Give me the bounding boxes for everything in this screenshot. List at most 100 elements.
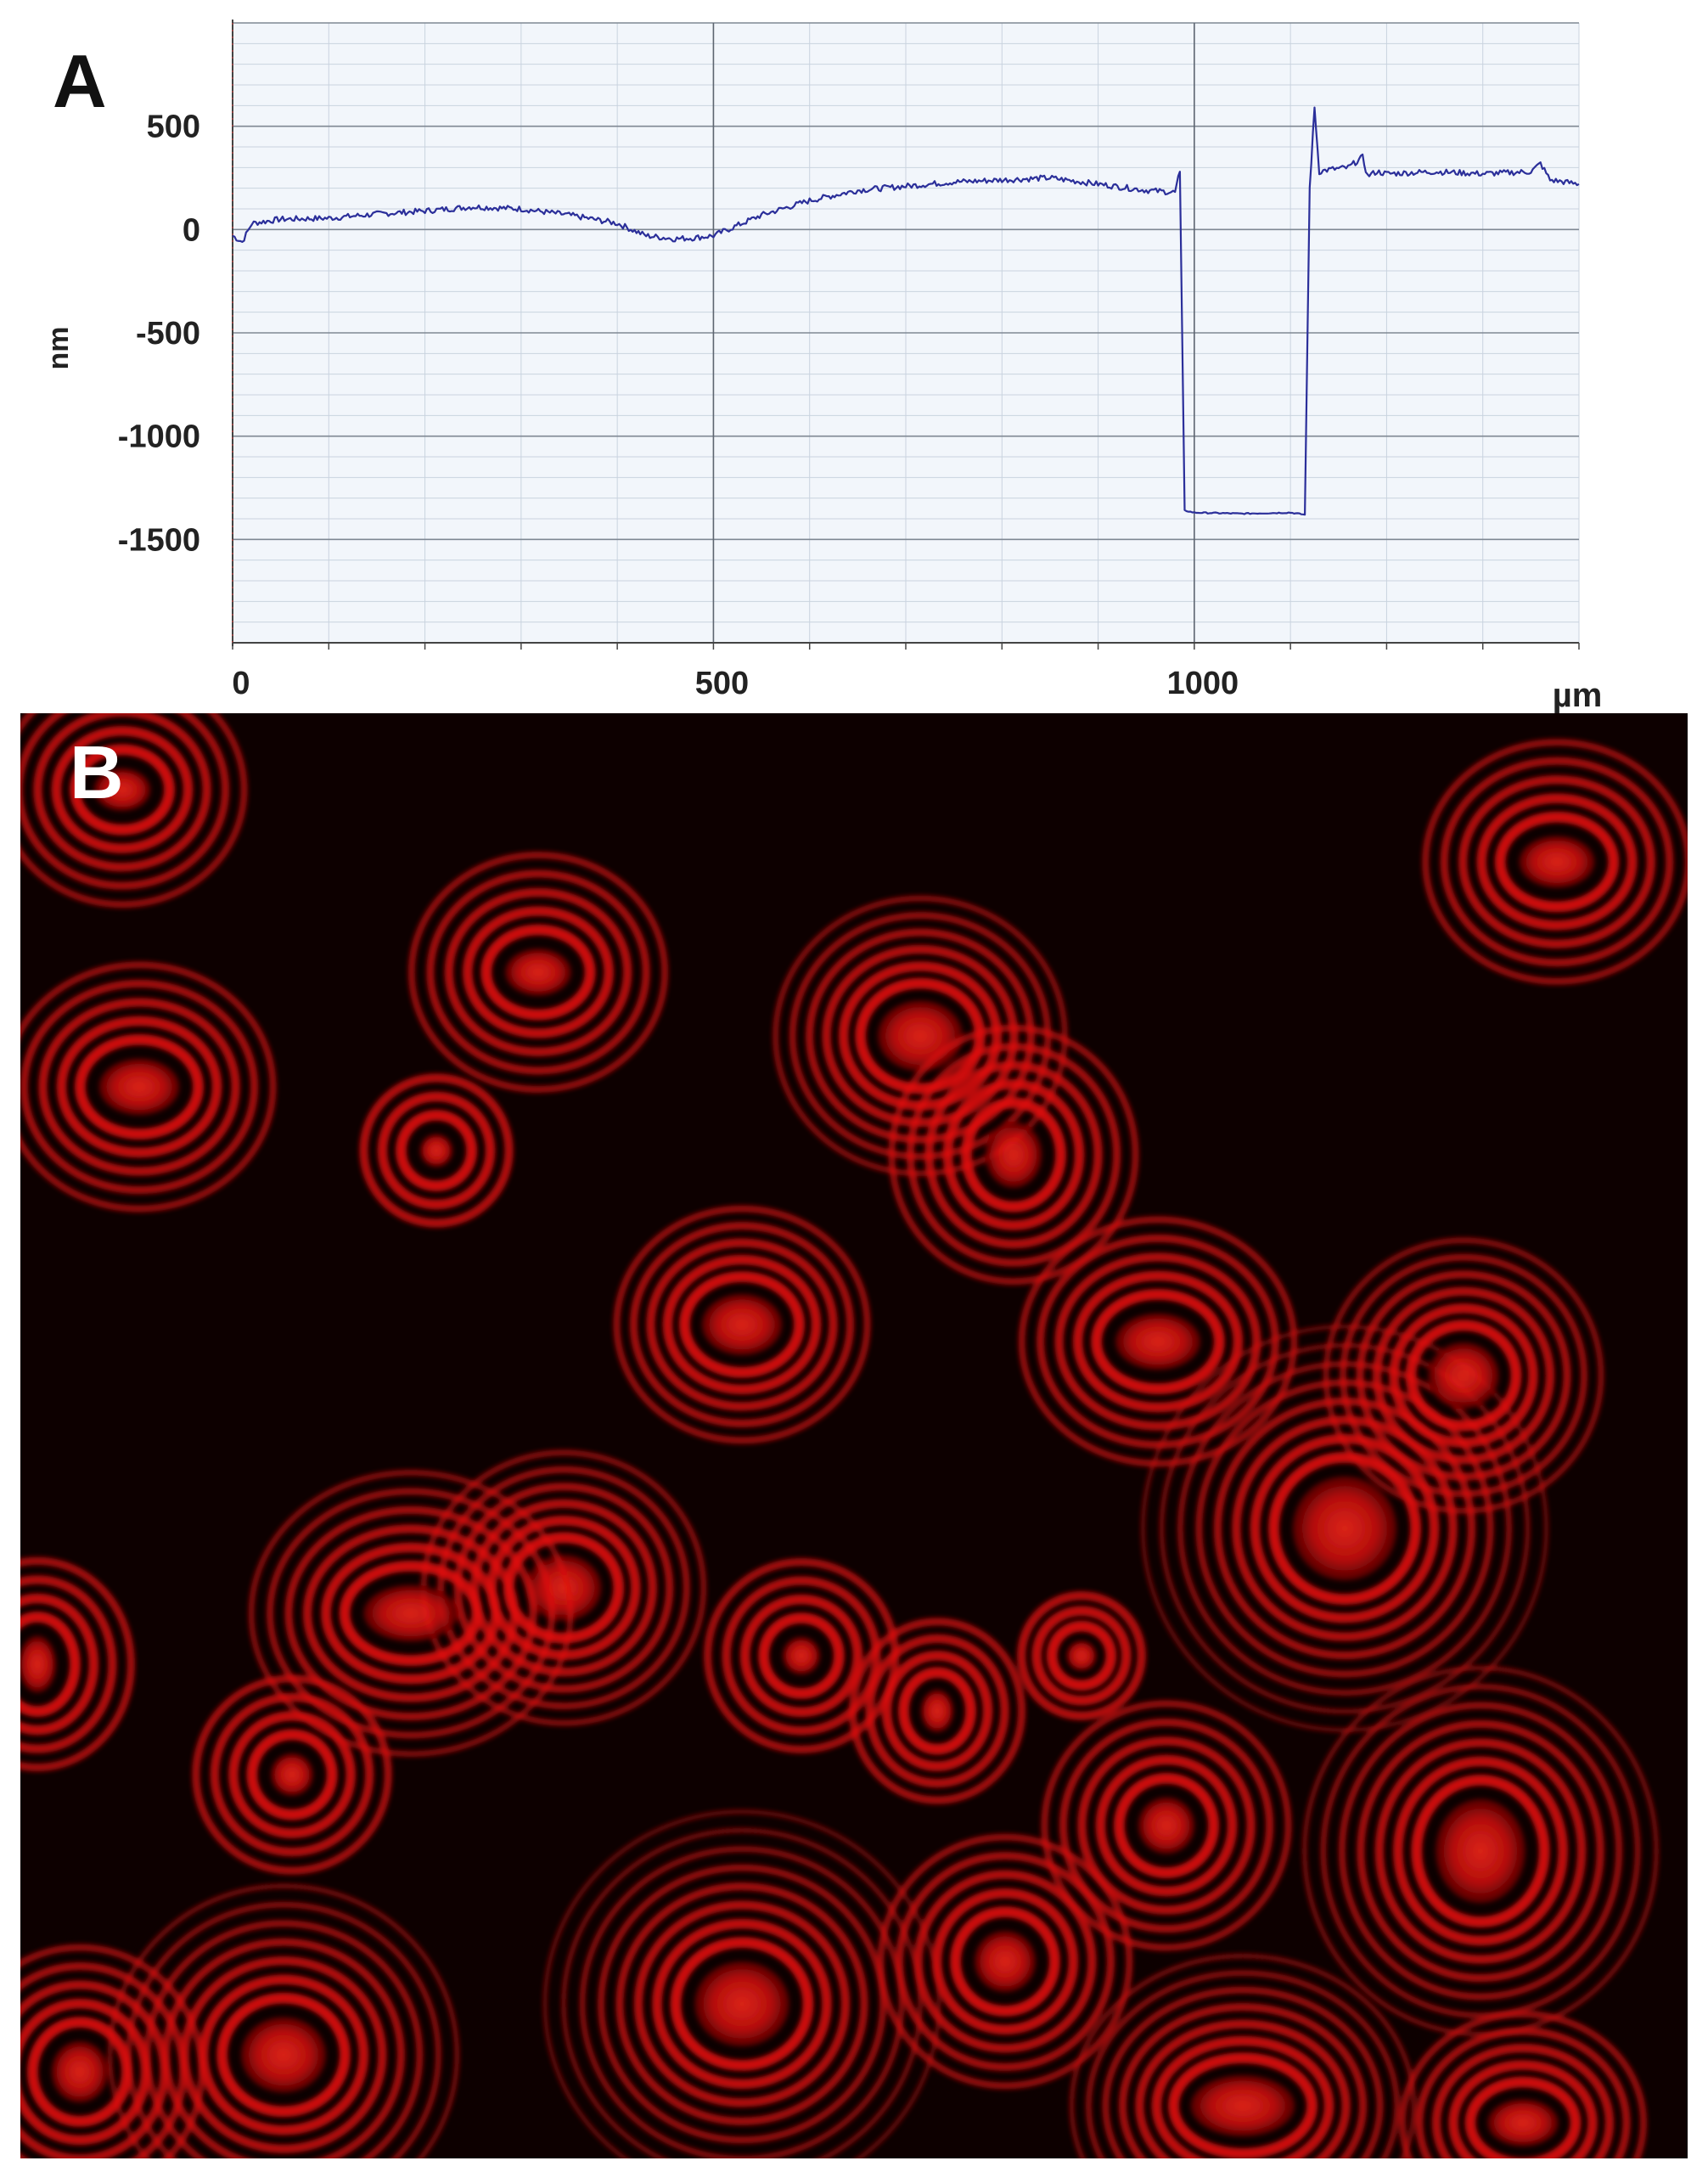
fringe-ring	[20, 713, 230, 890]
fringe-core	[270, 1753, 314, 1797]
fringe-ring	[1054, 1252, 1261, 1431]
fringe-ring	[950, 1906, 1060, 2017]
fringe-ring	[1069, 1953, 1417, 2158]
tick-labels: 500 0 -500 -1000 -1500 0 500 1000	[118, 110, 1239, 701]
fringe-ring	[1086, 1970, 1400, 2158]
fringe-ring	[1393, 1756, 1569, 1946]
fringe-ring	[20, 1612, 81, 1717]
fringe-core	[1435, 1798, 1526, 1904]
fringe-ring	[758, 1612, 845, 1699]
fringe-ring	[615, 1882, 868, 2125]
fringe-ring	[20, 1944, 205, 2158]
fringe-ring	[426, 869, 650, 1075]
fringe-ring	[27, 2017, 132, 2127]
fringe-ring	[228, 1711, 356, 1839]
fringe-ring	[1431, 2043, 1615, 2158]
x-tick-label: 500	[695, 666, 749, 701]
fringe-ring	[942, 1078, 1085, 1230]
fringe-core	[1066, 1640, 1097, 1671]
fringe-ring	[1151, 2035, 1334, 2158]
fringe-ring	[679, 1271, 806, 1378]
fringe-ring	[437, 1466, 690, 1710]
fringe-ring	[898, 1667, 977, 1755]
fringe-ring	[20, 1575, 117, 1753]
fringe-core	[240, 2017, 327, 2093]
fringe-core	[504, 948, 572, 996]
y-tick-label: 0	[183, 212, 200, 248]
panel-b-label: B	[70, 730, 124, 814]
fringe-ring	[267, 1488, 555, 1739]
fringe-ring	[1140, 1324, 1549, 1733]
fringe-core	[1138, 1797, 1195, 1854]
fringe-ring	[33, 713, 211, 872]
fringe-ring	[1356, 1270, 1571, 1481]
axes	[232, 20, 1580, 650]
fringe-core	[1190, 2074, 1295, 2137]
fringe-ring	[248, 1470, 574, 1758]
fringe-ring	[1422, 739, 1688, 985]
fringe-ring	[1046, 1620, 1117, 1691]
height-profile-chart: 500 0 -500 -1000 -1500 0 500 1000 nm µm	[42, 20, 1603, 714]
fringe-ring	[284, 1505, 537, 1721]
fringe-ring	[1018, 1216, 1298, 1467]
fringe-ring	[633, 1900, 851, 2107]
fringe-ring	[20, 713, 248, 909]
fringe-ring	[1135, 2019, 1351, 2158]
fringe-ring	[1031, 1606, 1132, 1706]
x-axis-label: µm	[1553, 677, 1603, 713]
fringe-ring	[1016, 1590, 1146, 1720]
fringe-ring	[407, 852, 669, 1093]
fringe-core	[877, 1000, 964, 1072]
fringe-ring	[1323, 1237, 1604, 1514]
fringe-ring	[924, 1061, 1103, 1249]
fringe-ring	[20, 979, 259, 1195]
fringe-ring	[216, 1992, 351, 2118]
fringe-core	[363, 1584, 458, 1642]
fringe-ring	[1036, 1234, 1279, 1449]
panel-b-micrograph: B	[20, 713, 1688, 2158]
fringe-ring	[670, 1937, 814, 2071]
fringe-ring	[1059, 1718, 1274, 1933]
fringe-ring	[462, 906, 614, 1038]
fringe-ring	[613, 1205, 871, 1444]
fringe-ring	[739, 1594, 863, 1718]
fringe-ring	[848, 1618, 1026, 1804]
fringe-ring	[1458, 774, 1655, 949]
fringe-ring	[1448, 2060, 1598, 2158]
fringe-ring	[646, 1238, 838, 1411]
fringe-ring	[321, 1542, 501, 1685]
fringe-ring	[895, 1851, 1115, 2071]
fringe-ring	[913, 1870, 1097, 2053]
fringe-ring	[20, 1998, 151, 2146]
fringe-ring	[302, 1524, 520, 1702]
panel-a-label: A	[53, 39, 107, 123]
fringe-ring	[579, 1846, 905, 2158]
fringe-ring	[20, 1556, 135, 1772]
x-tick-label: 1000	[1167, 666, 1239, 701]
fringe-ring	[881, 1651, 993, 1772]
fringe-ring	[961, 1097, 1067, 1213]
fringe-ring	[377, 1091, 496, 1210]
fringe-ring	[480, 924, 596, 1021]
x-tick-label: 0	[232, 666, 250, 701]
fringe-ring	[629, 1221, 855, 1427]
fringe-ring	[20, 1593, 99, 1736]
fringe-ring	[906, 1043, 1121, 1267]
fringe-core	[1115, 1313, 1201, 1370]
fringe-ring	[1072, 1270, 1244, 1413]
fringe-ring	[1114, 1773, 1220, 1879]
fringe-ring	[246, 1729, 338, 1820]
y-axis-label: nm	[42, 327, 75, 370]
fringe-core	[98, 1058, 180, 1116]
fringe-ring	[70, 744, 175, 836]
fringe-ring	[20, 1962, 188, 2158]
fringe-ring	[1464, 2076, 1582, 2158]
y-tick-label: -500	[136, 316, 200, 352]
fringe-ring	[652, 1918, 832, 2090]
fringe-ring	[1389, 1303, 1538, 1448]
fringe-ring	[865, 1634, 1009, 1788]
fringe-ring	[20, 1980, 169, 2158]
fringe-core	[419, 1134, 453, 1168]
fringe-ring	[444, 887, 632, 1057]
fringe-ring	[20, 961, 277, 1213]
